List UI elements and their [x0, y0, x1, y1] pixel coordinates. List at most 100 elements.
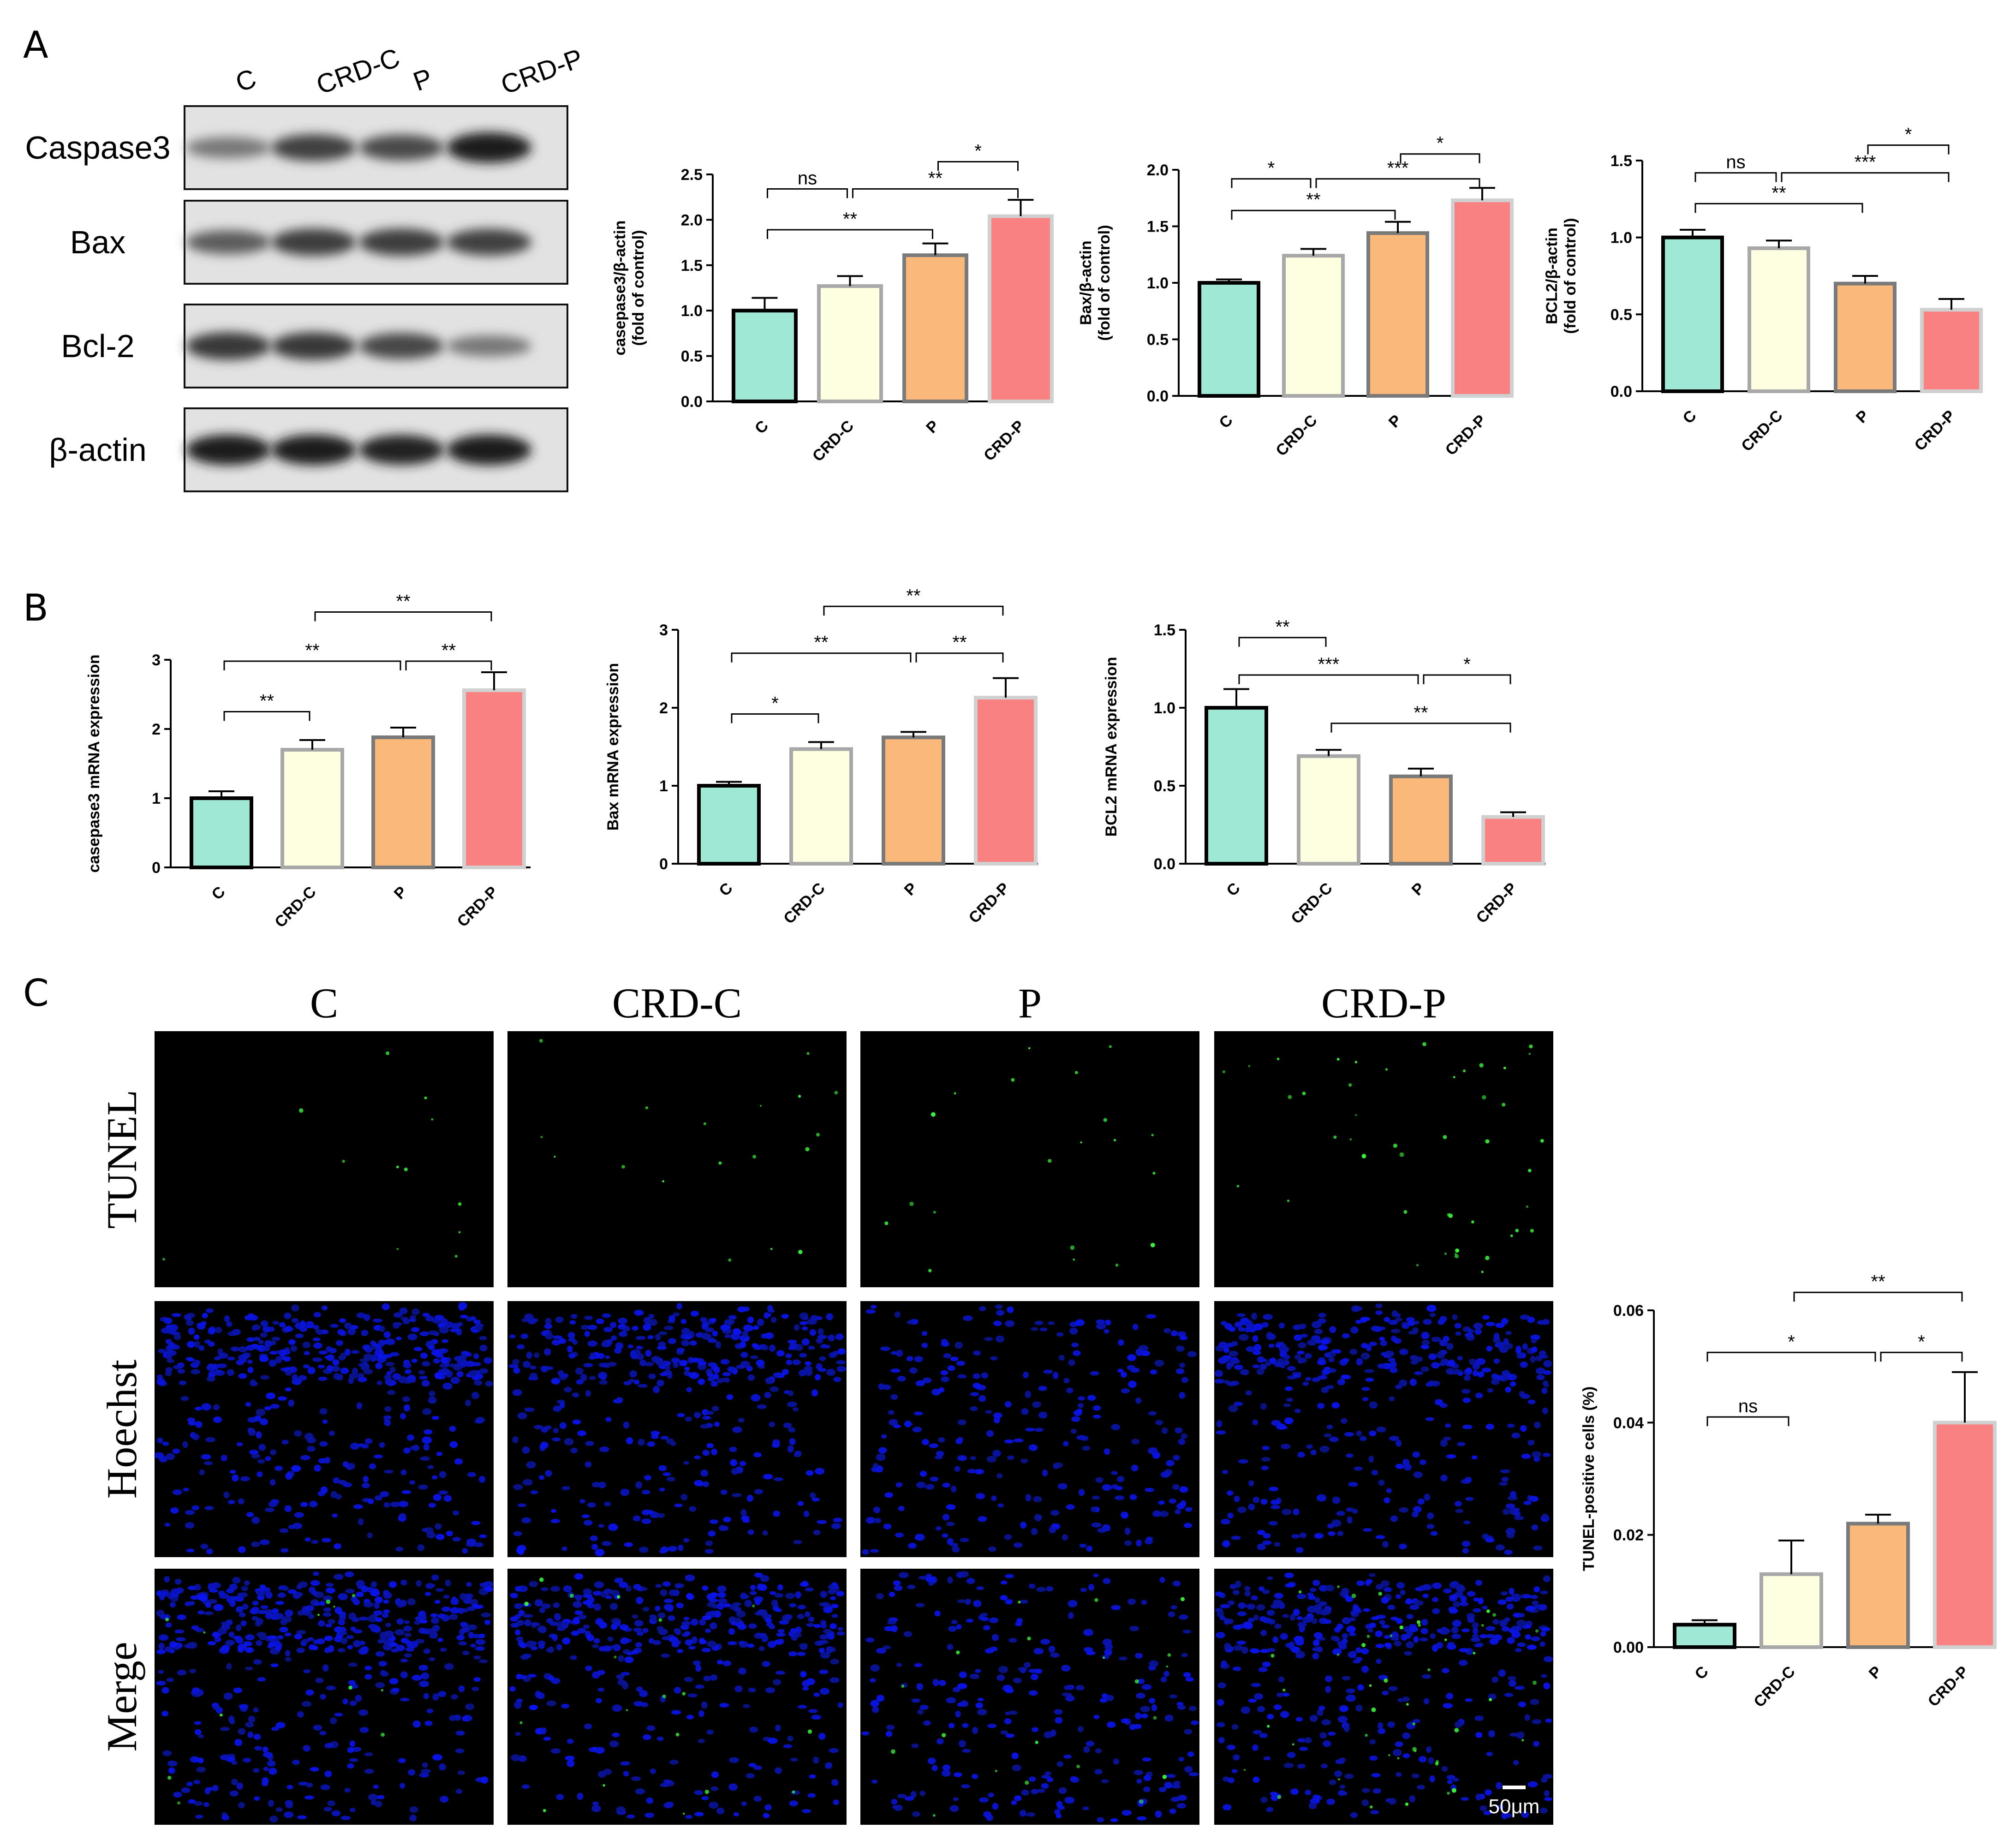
- significance-label: ***: [1387, 158, 1409, 179]
- nuclei: [154, 1302, 493, 1554]
- y-tick-label: 1.0: [1154, 699, 1175, 717]
- blot-row-label: Bcl-2: [61, 328, 134, 364]
- y-axis-label: Bax mRNA expression: [604, 663, 622, 830]
- significance-label: *: [1437, 133, 1444, 154]
- significance-bracket: ***: [1315, 158, 1480, 188]
- y-tick-label: 0.0: [1147, 388, 1169, 405]
- bracket-line: [1793, 1291, 1963, 1302]
- significance-bracket: ns: [1706, 1396, 1789, 1427]
- bracket-line: [937, 161, 1019, 171]
- significance-label: *: [1268, 158, 1275, 179]
- bracket-line: [767, 229, 933, 239]
- tunel-signal: [539, 1039, 838, 1262]
- chart-caspase3-protein: 0.0 0.5 1.0 1.5 2.0 2.5 casepase3/β-actin (fold…: [611, 141, 1054, 465]
- significance-label: ns: [1726, 152, 1745, 173]
- bar-p: [882, 735, 945, 866]
- x-category-label-crd-p: CRD-P: [454, 883, 501, 931]
- panel-letter-c: C: [23, 972, 49, 1015]
- significance-bracket: ns: [1694, 152, 1777, 182]
- microscopy-grid: C CRD-C P CRD-P TUNEL Hoechst Merge 50μm: [98, 980, 1553, 1825]
- y-tick-label: 2.5: [681, 166, 703, 184]
- x-category-label-c: C: [752, 417, 772, 437]
- bar-crd-p: [1451, 198, 1514, 398]
- blot-lane-label-crd-p: CRD-P: [497, 43, 587, 100]
- tunel-signal: [884, 1045, 1156, 1272]
- bar-p: [371, 735, 435, 869]
- significance-bracket: *: [1880, 1332, 1963, 1362]
- panel-letter-b: B: [23, 586, 48, 629]
- bracket-line: [731, 713, 819, 723]
- bar-crd-p: [974, 696, 1038, 866]
- y-axis-label: (fold of control): [630, 230, 647, 346]
- y-tick-label: 2.0: [681, 211, 703, 229]
- bracket-line: [852, 188, 1019, 198]
- micrograph-tunel-p: [860, 1031, 1199, 1287]
- significance-label: *: [1788, 1332, 1795, 1352]
- y-tick-label: 0.5: [681, 348, 703, 365]
- bar-c: [1205, 706, 1268, 866]
- blot-lane-label-p: P: [409, 63, 436, 97]
- blot-lane-label-c: C: [232, 63, 260, 98]
- blot-row-label: β-actin: [49, 432, 146, 468]
- y-tick-label: 1: [659, 777, 668, 795]
- tunel-signal: [165, 1594, 385, 1805]
- significance-bracket: **: [223, 691, 310, 721]
- micrograph-background: [507, 1301, 847, 1557]
- y-tick-label: 0: [152, 859, 161, 877]
- imaging-row-label-merge: Merge: [98, 1642, 145, 1751]
- y-tick-label: 0.5: [1154, 777, 1175, 795]
- bracket-line: [731, 652, 912, 663]
- imaging-column-label-crd-c: CRD-C: [612, 980, 742, 1027]
- significance-bracket: **: [823, 585, 1004, 616]
- bar-c: [732, 309, 798, 404]
- blot-band: [447, 435, 531, 465]
- y-tick-label: 0.04: [1613, 1414, 1644, 1432]
- bar-c: [1198, 281, 1260, 398]
- x-category-label-crd-p: CRD-P: [1473, 879, 1521, 927]
- imaging-column-label-p: P: [1018, 980, 1042, 1027]
- micrograph-hoechst-crd-c: [507, 1301, 847, 1557]
- y-tick-label: 0: [659, 855, 668, 873]
- y-tick-label: 2: [659, 699, 668, 717]
- significance-label: ***: [1855, 152, 1876, 173]
- micrograph-background: [155, 1301, 494, 1557]
- y-axis-label: BCL2 mRNA expression: [1103, 657, 1120, 837]
- y-tick-label: 0.0: [681, 393, 703, 411]
- blot-row-actin: β-actin: [49, 407, 568, 492]
- x-category-label-crd-p: CRD-P: [1925, 1663, 1972, 1710]
- significance-label: **: [1275, 617, 1289, 637]
- blot-lane-label-crd-c: CRD-C: [312, 42, 404, 100]
- micrograph-background: [860, 1031, 1199, 1287]
- x-category-label-crd-p: CRD-P: [1911, 407, 1959, 454]
- x-category-label-c: C: [1691, 1663, 1712, 1683]
- y-axis-label: casepase3/β-actin: [611, 221, 629, 356]
- imaging-row-label-tunel: TUNEL: [98, 1090, 145, 1229]
- significance-bracket: **: [1694, 183, 1863, 213]
- blot-row-label: Caspase3: [25, 130, 170, 166]
- tunel-signal: [519, 1577, 812, 1815]
- bar-crd-p: [1481, 815, 1545, 866]
- y-tick-label: 1.5: [1154, 621, 1175, 639]
- nuclei: [1214, 1303, 1552, 1555]
- x-category-label-crd-c: CRD-C: [809, 417, 857, 465]
- significance-label: ***: [1318, 654, 1340, 675]
- blot-band: [186, 230, 271, 254]
- bar-crd-c: [1282, 254, 1345, 398]
- micrograph-hoechst-crd-p: [1214, 1301, 1553, 1557]
- bracket-line: [1238, 674, 1419, 685]
- x-category-label-crd-c: CRD-C: [1288, 879, 1336, 927]
- significance-bracket: *: [1706, 1332, 1876, 1362]
- x-category-label-p: P: [1385, 412, 1405, 431]
- bracket-line: [1867, 144, 1950, 155]
- nuclei: [862, 1304, 1197, 1555]
- x-category-label-crd-c: CRD-C: [1750, 1663, 1798, 1711]
- bracket-line: [223, 711, 310, 721]
- blot-band: [271, 228, 356, 256]
- nuclei: [861, 1571, 1199, 1822]
- x-category-label-p: P: [1853, 407, 1873, 427]
- significance-label: **: [952, 633, 966, 653]
- x-category-label-p: P: [1408, 879, 1428, 899]
- significance-bracket: *: [1867, 125, 1950, 155]
- micrograph-hoechst-c: [154, 1301, 494, 1557]
- micrograph-merge-c: [155, 1569, 494, 1825]
